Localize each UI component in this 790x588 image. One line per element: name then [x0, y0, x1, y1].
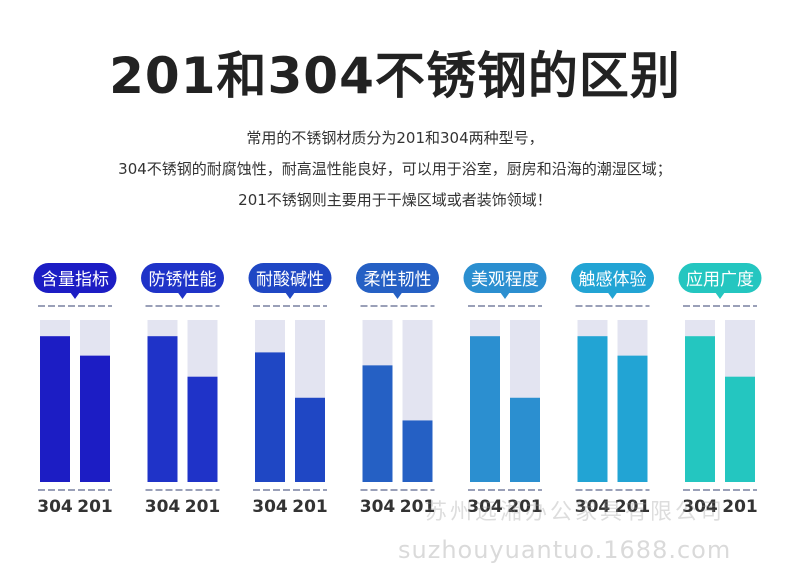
bar-304	[362, 365, 393, 482]
tick-label: 201	[615, 497, 651, 517]
panel-label-pill	[248, 263, 332, 293]
tick-label: 201	[507, 497, 543, 517]
panel-label: 应用广度	[686, 270, 754, 290]
panel-label-pointer	[392, 292, 403, 299]
panel-label-pointer	[177, 292, 188, 299]
page-title: 201和304不锈钢的区别	[109, 47, 681, 105]
description-line: 201不锈钢则主要用于干燥区域或者装饰领域！	[238, 191, 552, 209]
tick-label: 304	[575, 497, 611, 517]
panel-label: 柔性韧性	[364, 270, 432, 290]
tick-label: 304	[145, 497, 181, 517]
panel-label-pointer	[285, 292, 295, 299]
bar-304	[147, 336, 178, 482]
bar-304	[685, 336, 715, 482]
tick-label: 304	[37, 497, 73, 517]
panel-label: 含量指标	[41, 270, 109, 290]
bar-201	[295, 397, 325, 482]
bar-201	[725, 376, 755, 482]
panel-label-pointer	[500, 292, 510, 299]
tick-label: 304	[682, 497, 718, 517]
bar-201	[617, 355, 648, 482]
panel-label: 耐酸碱性	[256, 270, 324, 290]
bar-201	[80, 355, 110, 482]
panel-label: 防锈性能	[149, 270, 217, 290]
watermark-site: suzhouyuantuo.1688.com	[398, 536, 732, 564]
panel-label-pill	[356, 263, 439, 293]
panel-label-pill	[463, 263, 547, 293]
panel-label-pill	[141, 263, 224, 293]
bar-304	[255, 352, 285, 482]
tick-label: 201	[292, 497, 328, 517]
bar-201	[402, 420, 433, 482]
description-line: 304不锈钢的耐腐蚀性，耐高温性能良好，可以用于浴室，厨房和沿海的潮湿区域；	[118, 160, 672, 178]
tick-label: 201	[77, 497, 113, 517]
bar-304	[577, 336, 608, 482]
panel-label: 美观程度	[471, 270, 539, 290]
panel-label-pill	[571, 263, 654, 293]
bar-304	[40, 336, 70, 482]
bar-304	[470, 336, 500, 482]
panel-label-pointer	[607, 292, 618, 299]
tick-label: 304	[252, 497, 288, 517]
tick-label: 304	[360, 497, 396, 517]
panel-label-pill	[678, 263, 762, 293]
panel-label: 触感体验	[579, 270, 647, 290]
tick-label: 201	[185, 497, 221, 517]
bar-201	[510, 397, 540, 482]
tick-label: 304	[467, 497, 503, 517]
panel-label-pill	[33, 263, 117, 293]
description-line: 常用的不锈钢材质分为201和304两种型号，	[246, 129, 544, 147]
panel-label-pointer	[715, 292, 725, 299]
watermark-company: 苏州远湘办公家具有限公司	[425, 500, 726, 525]
bar-201	[187, 376, 218, 482]
tick-label: 201	[400, 497, 436, 517]
panel-label-pointer	[70, 292, 80, 299]
tick-label: 201	[722, 497, 758, 517]
